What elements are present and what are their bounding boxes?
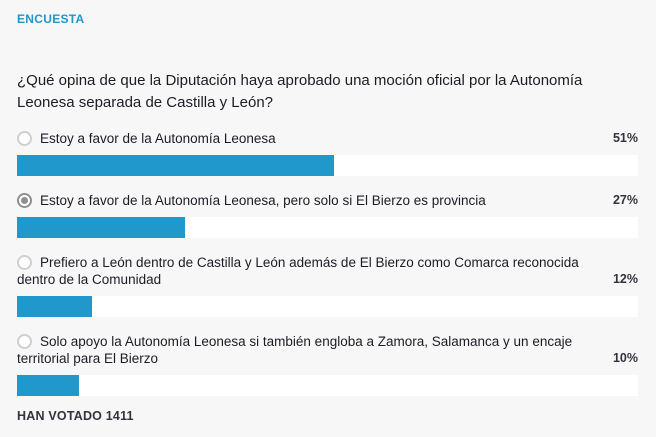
option-label[interactable]: Prefiero a León dentro de Castilla y Leó… (17, 255, 579, 287)
result-bar-fill (17, 155, 334, 176)
result-bar-fill (17, 217, 185, 238)
poll-widget: ENCUESTA ¿Qué opina de que la Diputación… (0, 0, 656, 423)
radio-option-3[interactable] (17, 255, 32, 270)
result-bar-track (17, 296, 638, 317)
result-bar-fill (17, 296, 92, 317)
option-percent: 27% (612, 193, 638, 207)
poll-option: Prefiero a León dentro de Castilla y Leó… (17, 254, 638, 317)
poll-option: Solo apoyo la Autonomía Leonesa si tambi… (17, 333, 638, 396)
result-bar-track (17, 217, 638, 238)
option-percent: 12% (612, 272, 638, 286)
radio-option-2[interactable] (17, 193, 32, 208)
poll-option: Estoy a favor de la Autonomía Leonesa 51… (17, 130, 638, 176)
poll-question: ¿Qué opina de que la Diputación haya apr… (17, 72, 583, 111)
poll-option: Estoy a favor de la Autonomía Leonesa, p… (17, 192, 638, 238)
result-bar-track (17, 155, 638, 176)
option-label[interactable]: Estoy a favor de la Autonomía Leonesa, p… (40, 193, 486, 208)
option-percent: 51% (612, 131, 638, 145)
radio-option-4[interactable] (17, 334, 32, 349)
option-label[interactable]: Solo apoyo la Autonomía Leonesa si tambi… (17, 334, 573, 366)
option-percent: 10% (612, 351, 638, 365)
result-bar-track (17, 375, 638, 396)
radio-option-1[interactable] (17, 131, 32, 146)
result-bar-fill (17, 375, 80, 396)
votes-count: HAN VOTADO 1411 (17, 409, 134, 423)
poll-section-title: ENCUESTA (17, 12, 85, 26)
option-label[interactable]: Estoy a favor de la Autonomía Leonesa (40, 131, 276, 146)
